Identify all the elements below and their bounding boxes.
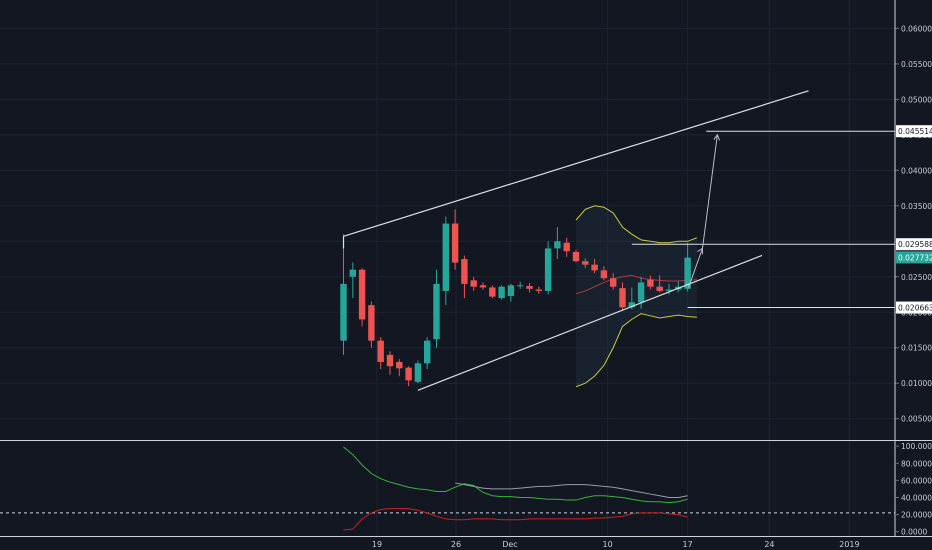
candle-down (572, 251, 580, 262)
indicator-pane (0, 446, 895, 531)
indicator-line-gray (455, 482, 688, 498)
candle-up (637, 282, 645, 303)
candle-up (665, 289, 673, 291)
candle-down (656, 286, 663, 291)
candle-down (451, 223, 459, 263)
indicator-tick-label: 40.0000 (901, 493, 932, 502)
indicator-tick-label: 20.0000 (901, 511, 932, 520)
candle-down (377, 340, 384, 362)
projection-segment (701, 134, 718, 249)
candle-down (386, 354, 394, 367)
candle-down (396, 361, 403, 369)
candle-up (554, 241, 561, 249)
candle-up (424, 340, 431, 364)
candle-up (498, 286, 505, 299)
level-label: 0.029588 (898, 240, 932, 249)
candle-down (368, 305, 375, 341)
candle-up (517, 285, 524, 287)
candle-up (349, 269, 356, 277)
bollinger-fill (576, 205, 697, 387)
candle-down (535, 289, 542, 291)
candle-down (647, 279, 654, 287)
indicator-line-red (343, 508, 688, 531)
projection-arrowhead (713, 133, 720, 141)
candle-up (442, 223, 449, 291)
candle-down (582, 261, 589, 265)
drawings (342, 90, 895, 391)
level-label-box (896, 301, 932, 314)
candle-up (414, 363, 422, 382)
bollinger-bands (575, 205, 698, 388)
level-label-box (896, 238, 932, 251)
indicator-tick-label: 60.0000 (901, 476, 932, 485)
x-tick-label: 24 (764, 540, 774, 549)
small-arrowhead (697, 247, 703, 255)
x-tick-label: 10 (603, 540, 613, 549)
candle-up (433, 283, 440, 340)
current-price-box (896, 251, 932, 264)
x-tick-label: 26 (451, 540, 461, 549)
x-tick-label: Dec (502, 540, 517, 549)
bollinger-upper (575, 205, 698, 244)
candle-down (489, 287, 496, 297)
x-tick-label: 17 (683, 540, 693, 549)
indicator-tick-label: 100.0000 (901, 442, 932, 451)
x-tick-label: 19 (372, 540, 382, 549)
level-label: 0.020663 (898, 304, 932, 313)
grid (0, 0, 895, 536)
indicator-tick-label: 80.0000 (901, 459, 932, 468)
indicator-tick-label: 0.0000 (901, 528, 927, 537)
candle-down (405, 367, 412, 381)
bollinger-lower (575, 313, 697, 388)
current-price-label: 0.027732 (898, 253, 932, 262)
price-labels: 0.045514 0.029588 0.020663 0.027732 (896, 125, 932, 314)
candle-up (507, 285, 515, 296)
projection-segment (688, 248, 703, 288)
candle-down (470, 280, 477, 287)
level-label: 0.045514 (898, 127, 932, 136)
channel-trendline (343, 90, 809, 237)
candle-down (610, 278, 617, 287)
candle-down (526, 286, 533, 289)
level-label-box (896, 125, 932, 138)
candle-down (358, 269, 366, 320)
candle-down (563, 242, 570, 252)
x-tick-label: 2019 (839, 540, 859, 549)
y-tick-label: 0.060000 (901, 24, 932, 33)
candle-up (340, 283, 347, 341)
candle-up (684, 257, 691, 289)
channel-trendline (417, 254, 763, 391)
candle-up (628, 302, 635, 308)
candle-down (591, 264, 598, 271)
candles (340, 209, 691, 387)
indicator-line-green (343, 446, 688, 504)
candle-down (600, 270, 608, 279)
candle-down (461, 259, 468, 284)
bollinger-middle (575, 274, 697, 295)
candle-up (544, 248, 552, 291)
candle-down (619, 288, 626, 308)
candle-down (479, 285, 487, 288)
